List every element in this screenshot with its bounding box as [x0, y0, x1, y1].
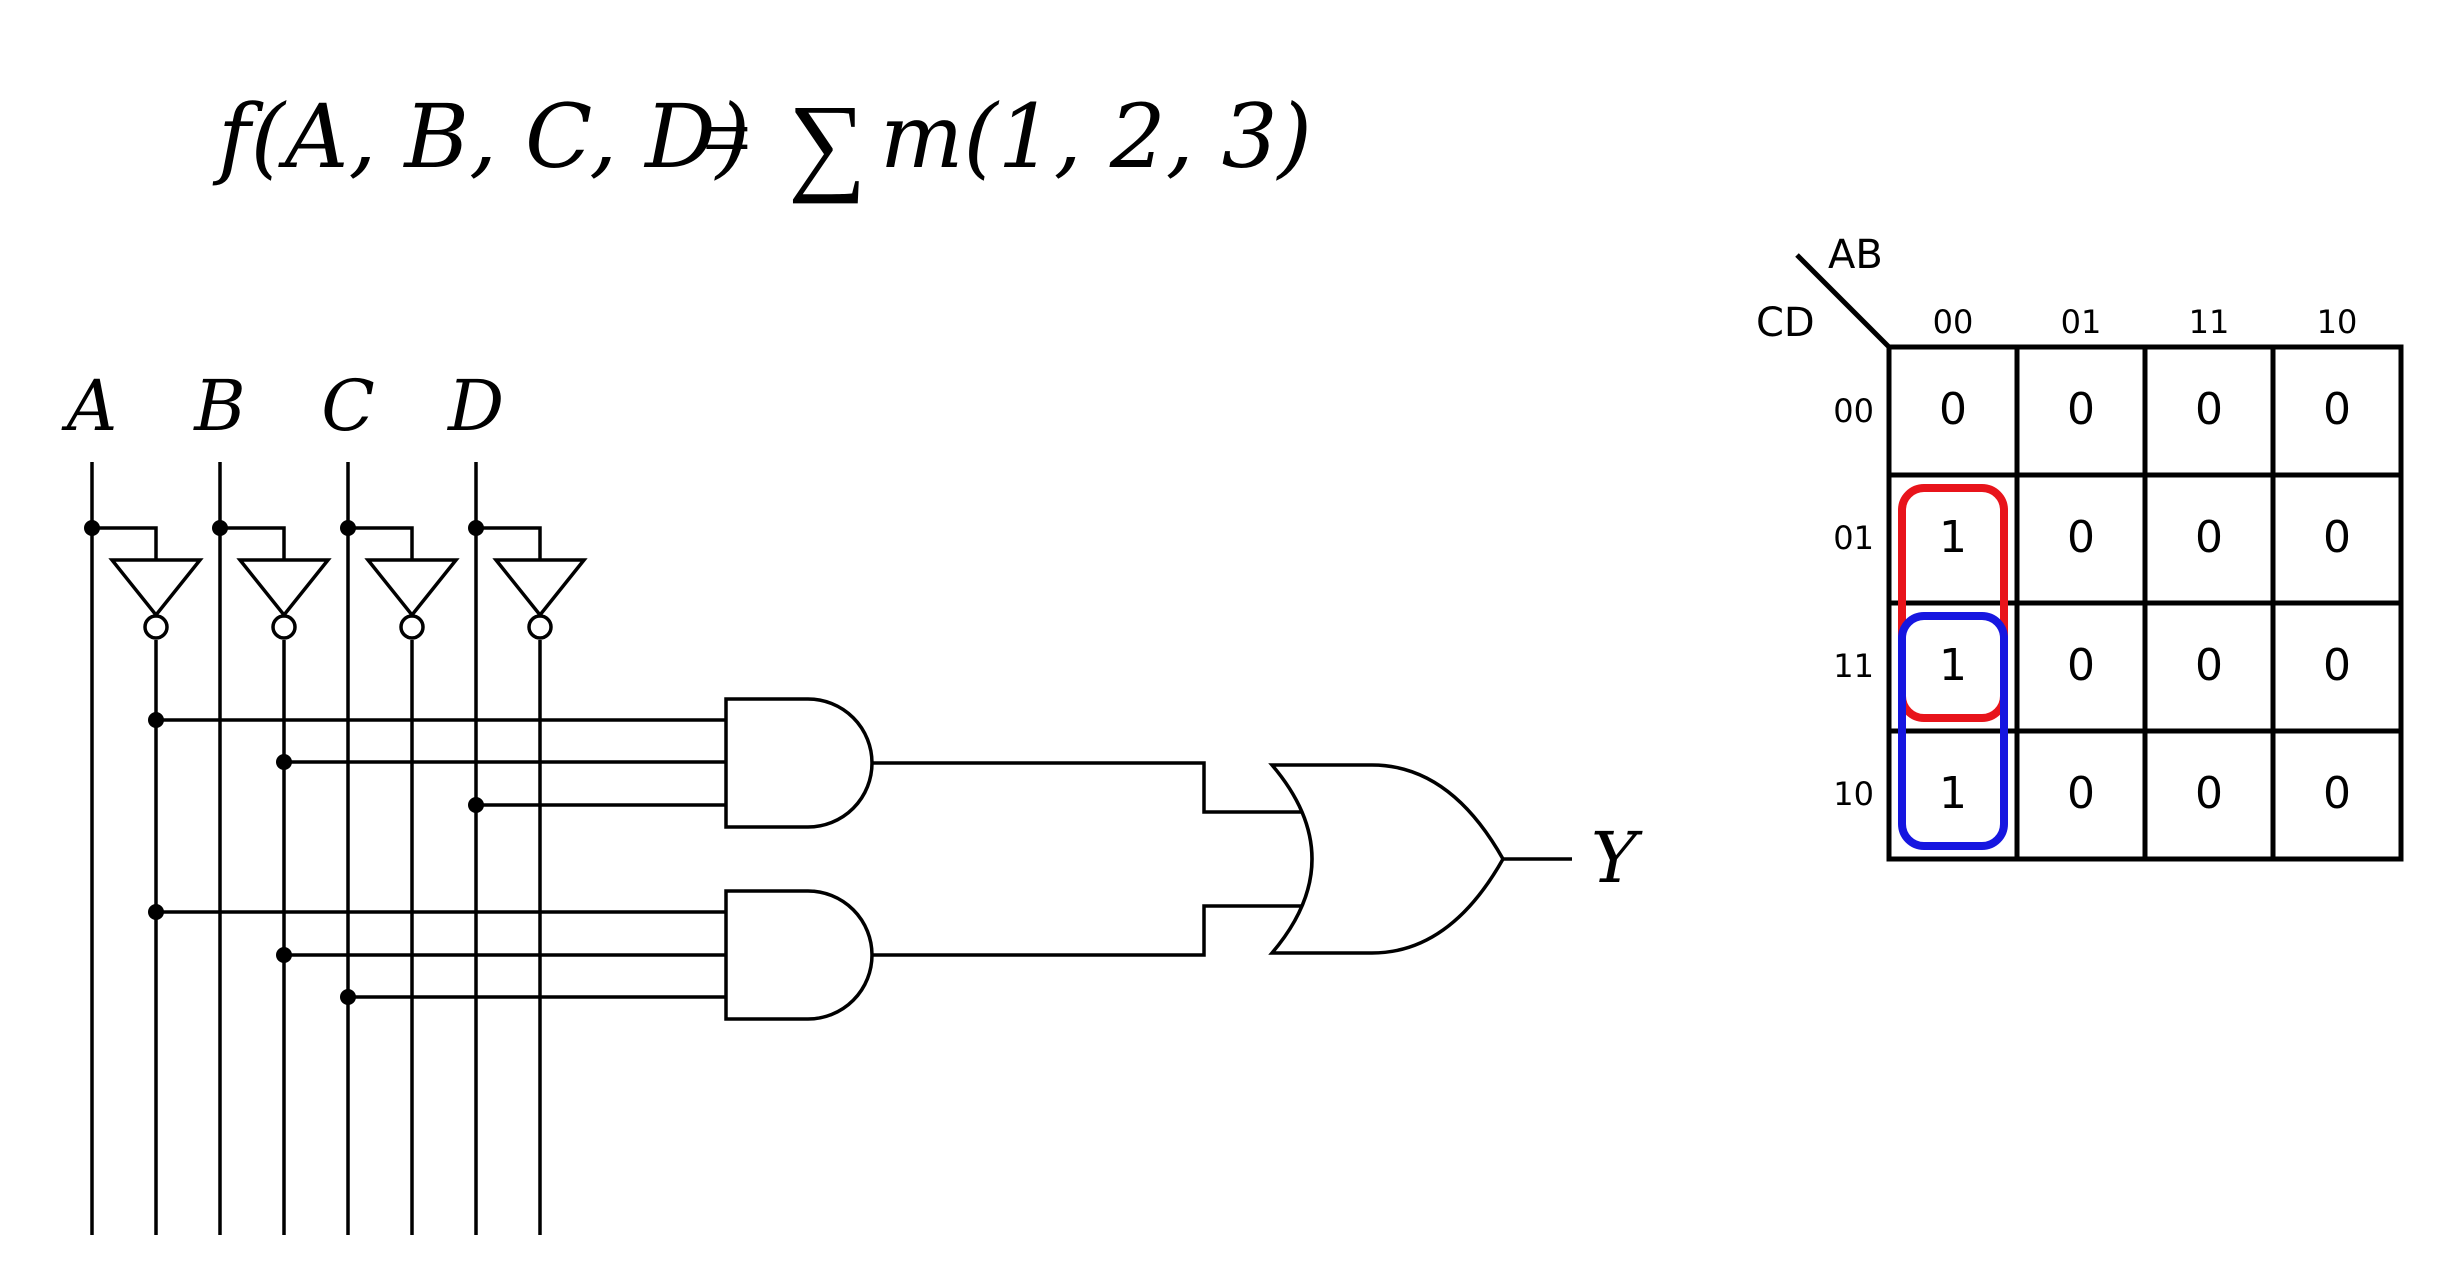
kmap-grid	[1886, 344, 2404, 862]
junction-dot	[276, 754, 292, 770]
input-buses	[90, 462, 542, 1235]
kmap-cell: 0	[2067, 384, 2095, 435]
kmap-cell: 0	[2323, 640, 2351, 691]
formula: f(A, B, C, D) = ∑ m(1, 2, 3)	[212, 82, 1312, 204]
kmap-cell: 0	[2067, 640, 2095, 691]
kmap-cells: 0 0 0 0 1 0 0 0 1 0 0 0 1 0 0 0	[1939, 384, 2351, 819]
kmap-cell: 1	[1939, 512, 1967, 563]
kmap-row-var: CD	[1756, 300, 1815, 346]
kmap-cell: 0	[2067, 512, 2095, 563]
kmap-col-label: 10	[2317, 303, 2358, 341]
kmap-cell: 0	[2067, 768, 2095, 819]
kmap-cell: 0	[2323, 384, 2351, 435]
kmap-row-labels: 00 01 11 10	[1833, 392, 1874, 813]
kmap-group-blue	[1898, 612, 2008, 850]
junction-dot	[148, 712, 164, 728]
input-label-d: D	[446, 365, 504, 447]
not-gate-b	[212, 520, 332, 640]
output-label-y: Y	[1591, 817, 1643, 899]
not-gates	[84, 520, 588, 640]
kmap-col-var: AB	[1828, 232, 1883, 278]
kmap-cell: 1	[1939, 768, 1967, 819]
formula-lhs: f(A, B, C, D)	[212, 85, 750, 188]
kmap-row-label: 01	[1833, 519, 1874, 557]
junction-dot	[212, 520, 228, 536]
kmap-diagonal	[1795, 253, 1893, 351]
kmap-cell: 0	[2195, 768, 2223, 819]
kmap-row-label: 00	[1833, 392, 1874, 430]
kmap-cell: 0	[2195, 640, 2223, 691]
formula-rhs: m(1, 2, 3)	[880, 85, 1312, 188]
not-gate-a	[84, 520, 204, 640]
kmap-row-label: 11	[1833, 647, 1874, 685]
or-gate	[1268, 763, 1572, 955]
junction-dot	[84, 520, 100, 536]
and-gate-1	[148, 697, 874, 829]
kmap-col-label: 00	[1933, 303, 1974, 341]
kmap-row-label: 10	[1833, 775, 1874, 813]
and-to-or-wires	[872, 761, 1302, 957]
not-gate-d	[468, 520, 588, 640]
kmap-col-labels: 00 01 11 10	[1933, 303, 2358, 341]
not-gate-c	[340, 520, 460, 640]
kmap-cell: 0	[2323, 512, 2351, 563]
junction-dot	[276, 947, 292, 963]
kmap-group-red	[1898, 484, 2008, 722]
formula-sigma: ∑	[788, 82, 866, 204]
junction-dot	[340, 989, 356, 1005]
input-label-c: C	[321, 365, 375, 447]
kmap-groups	[1898, 484, 2008, 850]
input-labels: A B C D	[61, 365, 504, 447]
junction-dot	[148, 904, 164, 920]
junction-dot	[468, 520, 484, 536]
junction-dot	[468, 797, 484, 813]
input-label-b: B	[192, 365, 245, 447]
input-label-a: A	[61, 365, 118, 447]
junction-dot	[340, 520, 356, 536]
kmap-cell: 0	[2195, 512, 2223, 563]
kmap-col-label: 11	[2189, 303, 2230, 341]
kmap-cell: 1	[1939, 640, 1967, 691]
and-gate-2	[148, 889, 874, 1021]
kmap-cell: 0	[2323, 768, 2351, 819]
karnaugh-map: AB CD 00 01 11 10 00 01 11 10 0 0 0	[1756, 232, 2404, 862]
formula-equals: =	[702, 90, 752, 187]
kmap-cell: 0	[1939, 384, 1967, 435]
kmap-cell: 0	[2195, 384, 2223, 435]
kmap-col-label: 01	[2061, 303, 2102, 341]
